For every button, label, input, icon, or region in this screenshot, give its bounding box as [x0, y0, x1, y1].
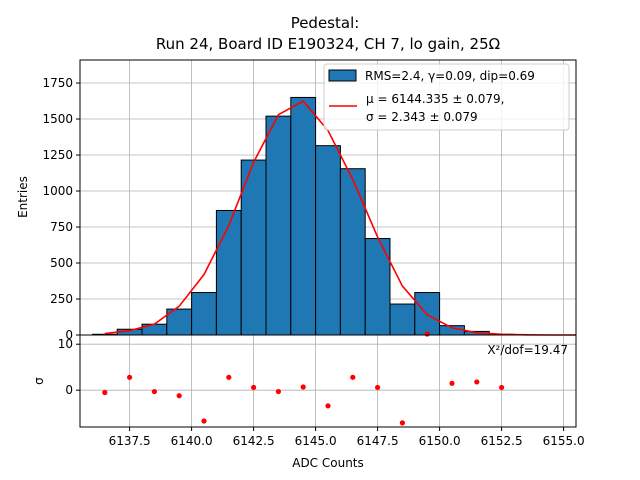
- residual-point: [300, 384, 306, 390]
- residual-point: [375, 384, 381, 391]
- histogram-bar: [315, 145, 341, 336]
- y-tick-label: 750: [50, 220, 73, 234]
- y-tick-label: 1250: [42, 148, 73, 162]
- residual-points: [102, 331, 505, 426]
- histogram-bar: [389, 303, 416, 336]
- legend-fit-label-line1: μ = 6144.335 ± 0.079,: [366, 92, 504, 106]
- residual-y-tick-label: 10: [58, 337, 73, 351]
- y-tick-label: 1750: [42, 76, 73, 90]
- residual-point: [325, 403, 331, 409]
- fit-curve: [104, 100, 576, 336]
- x-tick-label: 6155.0: [543, 434, 585, 448]
- x-tick-label: 6137.5: [109, 434, 151, 448]
- histogram-axes: 0 250 500 750 1000 1250 1500 1750: [42, 59, 577, 342]
- histogram-bar: [339, 168, 366, 336]
- residual-point: [499, 384, 505, 391]
- residual-grid: [80, 335, 576, 427]
- residual-point: [474, 379, 480, 385]
- residual-point: [424, 331, 430, 337]
- histogram-bar: [265, 115, 292, 336]
- x-tick-label: 6142.5: [233, 434, 275, 448]
- y-tick-label: 1500: [42, 112, 73, 126]
- legend-hist-label: RMS=2.4, γ=0.09, dip=0.69: [365, 69, 535, 83]
- y-axis-label-sigma: σ: [32, 377, 46, 385]
- x-tick-label: 6150.0: [419, 434, 461, 448]
- chart-title-line2: Run 24, Board ID E190324, CH 7, lo gain,…: [156, 35, 500, 53]
- legend-frame: [323, 63, 570, 131]
- legend: RMS=2.4, γ=0.09, dip=0.69 μ = 6144.335 ±…: [323, 63, 570, 131]
- histogram-bar: [414, 292, 441, 336]
- histogram-bars: [91, 96, 515, 336]
- x-tick-label: 6145.0: [295, 434, 337, 448]
- residual-point: [350, 374, 356, 380]
- histogram-bar: [290, 96, 317, 336]
- y-tick-label: 250: [50, 292, 73, 306]
- histogram-bar: [240, 159, 267, 336]
- legend-fit-label-line2: σ = 2.343 ± 0.079: [366, 110, 478, 124]
- residual-y-tick-label: 0: [65, 383, 73, 397]
- y-tick-label: 1000: [42, 184, 73, 198]
- residual-point: [251, 384, 257, 391]
- residual-point: [201, 418, 207, 424]
- residual-point: [102, 389, 108, 396]
- legend-hist-swatch: [328, 69, 357, 82]
- residual-point: [399, 420, 405, 426]
- chi2-annotation: X²/dof=19.47: [487, 343, 568, 357]
- residual-point: [275, 388, 281, 395]
- chart-title-line1: Pedestal:: [291, 14, 360, 32]
- x-axis-label: ADC Counts: [292, 456, 364, 470]
- fit-curve-group: [104, 100, 576, 336]
- residual-frame: [79, 334, 577, 428]
- histogram-bar: [215, 209, 242, 336]
- y-tick-label: 0: [65, 328, 73, 342]
- residual-point: [151, 388, 157, 395]
- residual-point: [449, 380, 455, 386]
- y-tick-label: 500: [50, 256, 73, 270]
- x-tick-label: 6140.0: [171, 434, 213, 448]
- residual-point: [127, 374, 133, 380]
- x-tick-label: 6147.5: [357, 434, 399, 448]
- histogram-bar: [191, 292, 217, 336]
- x-tick-label: 6152.5: [481, 434, 523, 448]
- y-axis-label-entries: Entries: [16, 176, 30, 218]
- residual-point: [176, 393, 182, 399]
- residual-axes: 0 10 6137.5 6140.0 6142.5 6145.0 6147.5 6150.0 6…: [58, 334, 585, 448]
- residual-point: [226, 374, 232, 380]
